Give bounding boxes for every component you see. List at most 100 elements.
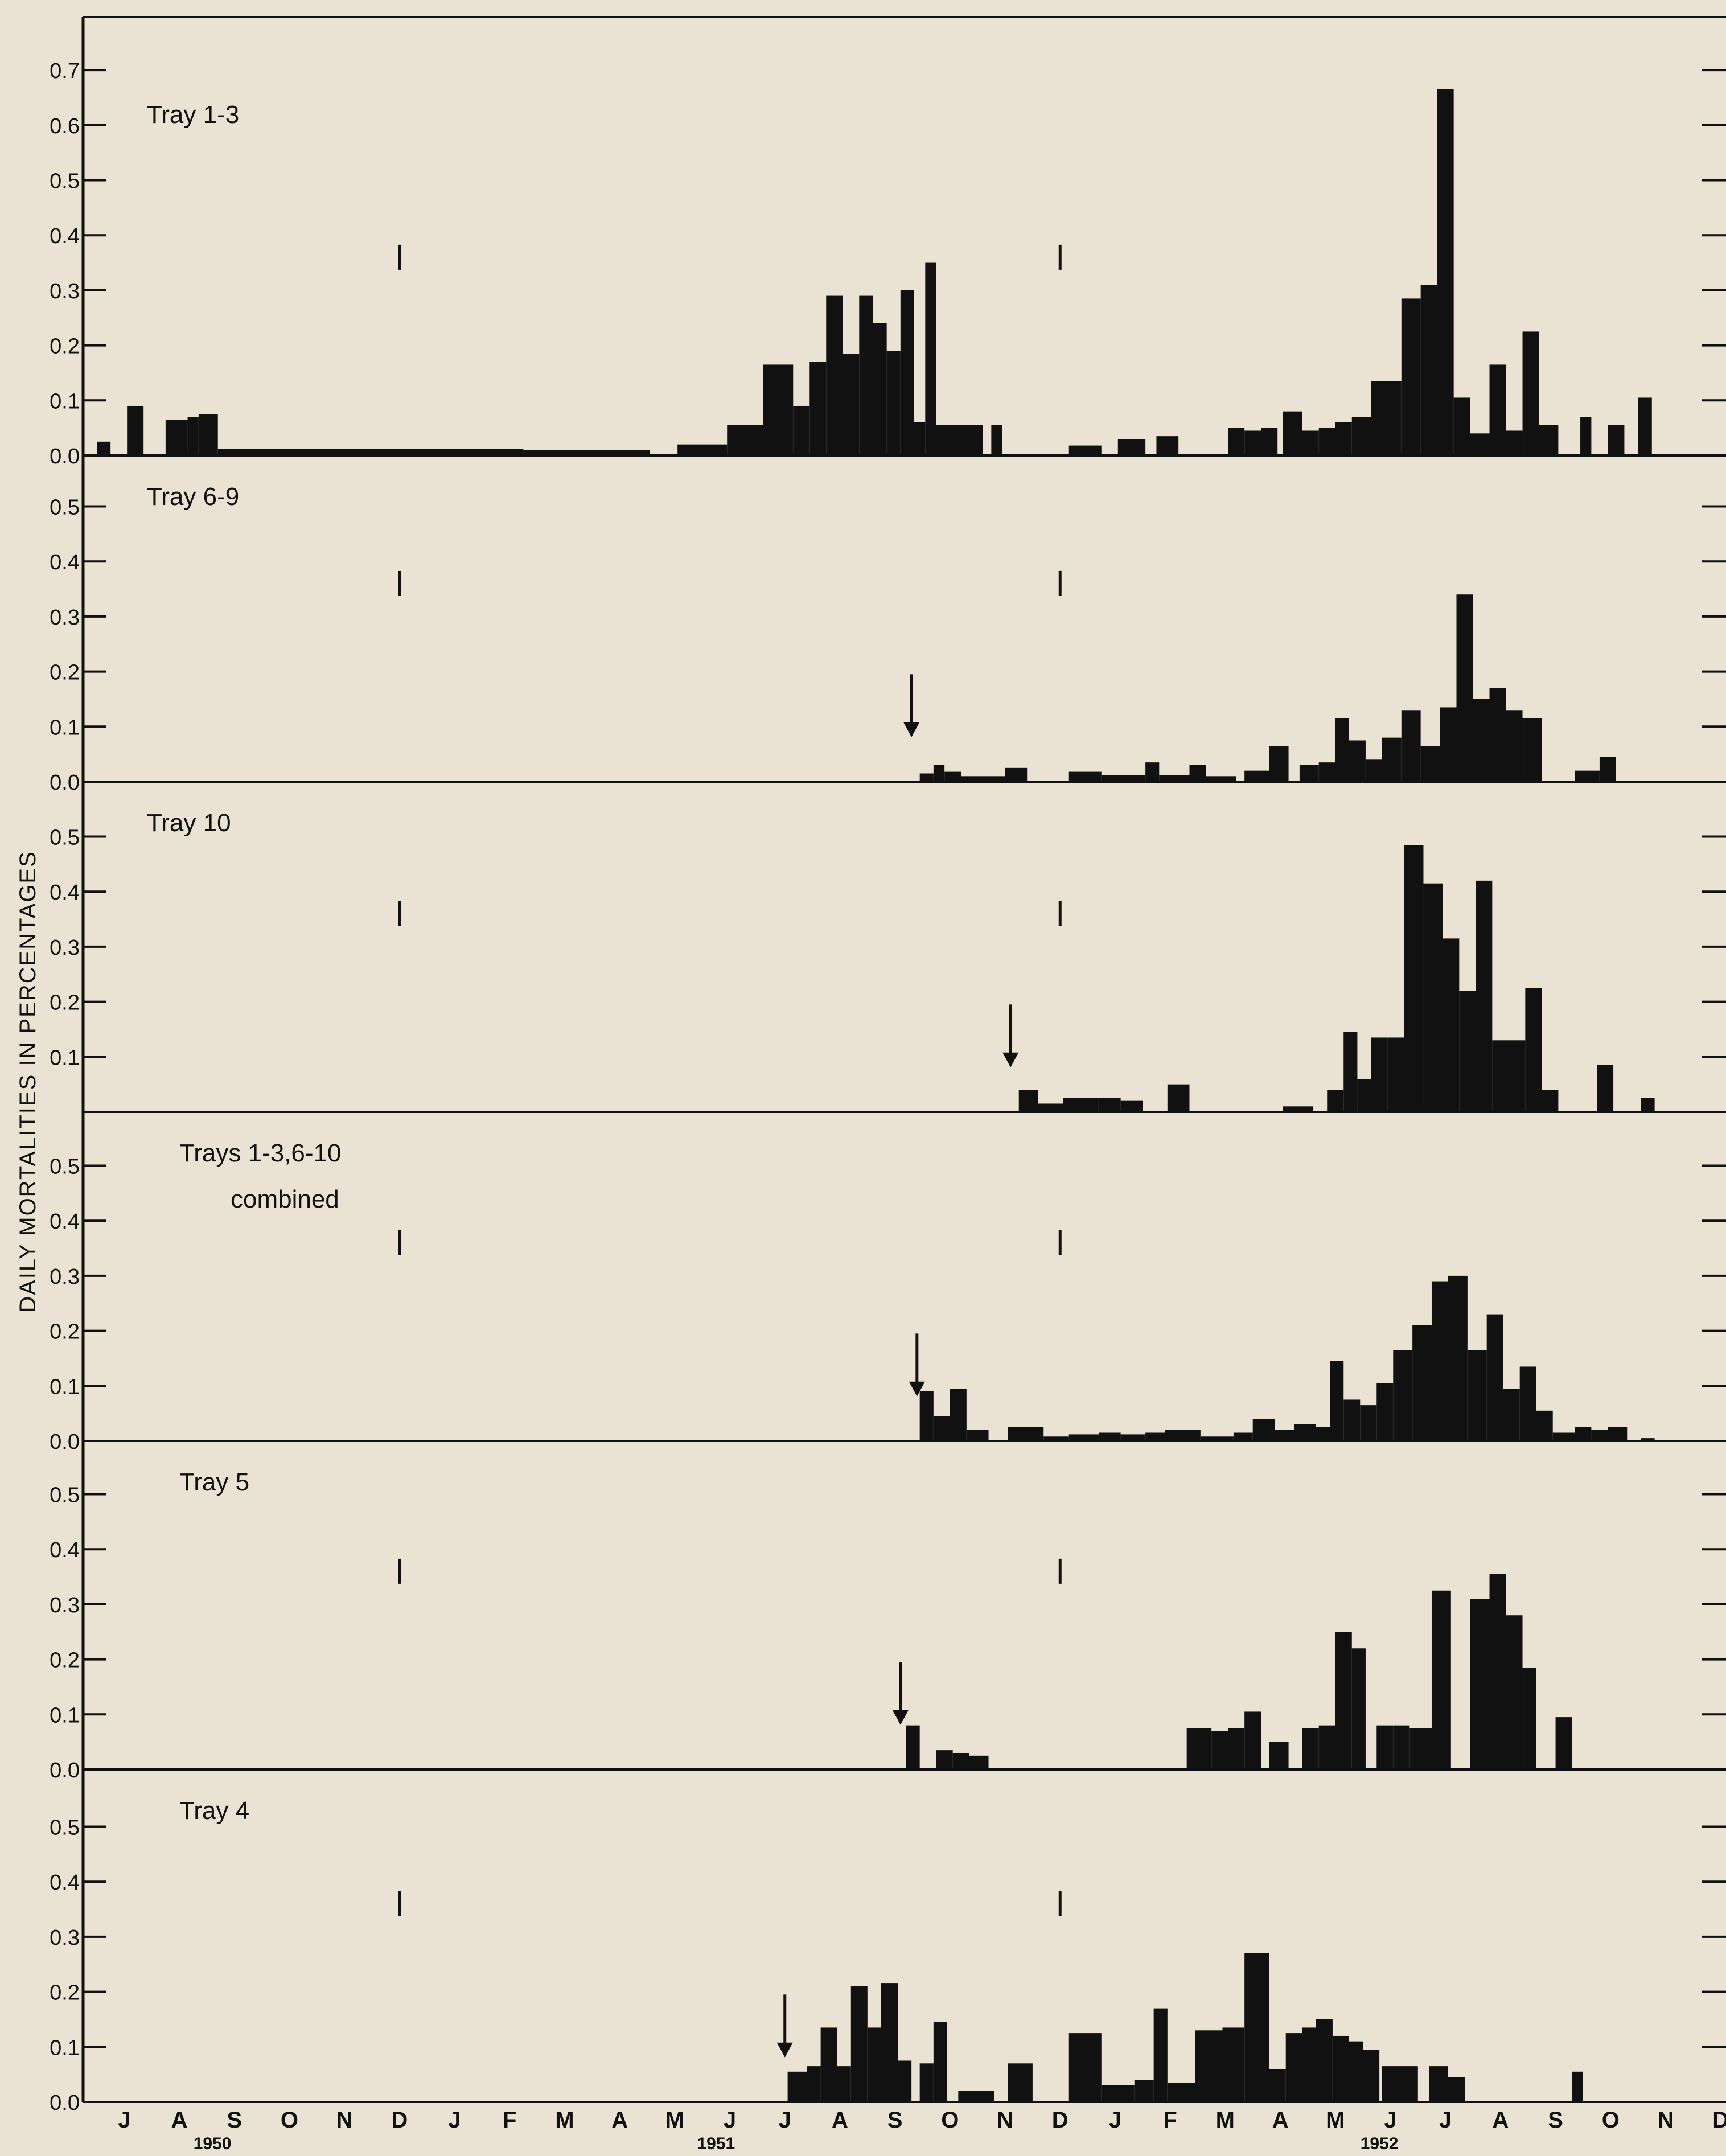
y-tick-label: 0.3 bbox=[50, 606, 80, 630]
bar bbox=[1332, 2035, 1349, 2102]
bar bbox=[1302, 430, 1319, 455]
bar bbox=[1101, 775, 1146, 782]
y-tick-label: 0.4 bbox=[50, 1210, 80, 1234]
bar bbox=[1269, 1742, 1289, 1769]
y-tick-label: 0.4 bbox=[50, 224, 80, 248]
bar bbox=[1443, 938, 1460, 1112]
bar bbox=[1536, 1410, 1553, 1441]
start-arrow bbox=[909, 1333, 925, 1397]
bar bbox=[1393, 1725, 1410, 1769]
bar bbox=[1302, 1728, 1319, 1769]
bar bbox=[97, 441, 111, 455]
y-tick-label: 0.2 bbox=[50, 991, 80, 1015]
bar bbox=[1371, 381, 1402, 455]
y-tick-label: 0.5 bbox=[50, 826, 80, 850]
bar bbox=[952, 1752, 969, 1769]
y-tick-label: 0.5 bbox=[50, 1484, 80, 1508]
bar bbox=[936, 1750, 953, 1769]
bar bbox=[1641, 1098, 1655, 1112]
bar bbox=[1134, 2080, 1154, 2102]
bar bbox=[1349, 2041, 1363, 2102]
bar bbox=[809, 362, 827, 455]
bar bbox=[820, 2027, 837, 2102]
bar bbox=[1506, 710, 1523, 782]
x-tick-label: O bbox=[1602, 2108, 1620, 2133]
bar bbox=[906, 1725, 920, 1769]
panel-title: Tray 10 bbox=[147, 809, 231, 837]
bar bbox=[919, 1391, 934, 1441]
bar bbox=[1371, 1037, 1388, 1112]
bar bbox=[1437, 89, 1454, 455]
bar bbox=[1555, 1717, 1572, 1769]
y-tick-label: 0.0 bbox=[50, 445, 80, 469]
bar bbox=[966, 1430, 989, 1441]
bar bbox=[1159, 775, 1190, 782]
bar bbox=[1431, 1281, 1448, 1441]
bar bbox=[1244, 1711, 1261, 1769]
y-tick-label: 0.4 bbox=[50, 551, 80, 574]
bar bbox=[1572, 2071, 1583, 2102]
bar bbox=[1269, 746, 1289, 782]
bar bbox=[850, 1986, 868, 2102]
x-tick-label: J bbox=[1439, 2108, 1452, 2133]
bar bbox=[826, 295, 843, 455]
bar bbox=[1318, 1725, 1335, 1769]
bar bbox=[1420, 285, 1437, 455]
bar bbox=[1404, 845, 1424, 1112]
bar bbox=[1206, 776, 1236, 782]
y-tick-label: 0.2 bbox=[50, 1649, 80, 1673]
bar bbox=[523, 450, 650, 455]
bar bbox=[1470, 433, 1490, 455]
bar bbox=[1453, 397, 1470, 455]
bar bbox=[1638, 397, 1652, 455]
y-tick-label: 0.3 bbox=[50, 1265, 80, 1289]
bar bbox=[1448, 2077, 1465, 2102]
bar bbox=[1431, 1590, 1451, 1769]
x-tick-label: D bbox=[391, 2108, 408, 2133]
bar bbox=[1522, 1668, 1536, 1769]
bar bbox=[1098, 1432, 1121, 1441]
bar bbox=[1186, 1728, 1212, 1769]
bar bbox=[677, 444, 728, 455]
bar bbox=[1098, 1098, 1121, 1112]
bar bbox=[763, 364, 794, 455]
bar bbox=[1299, 765, 1319, 782]
bar bbox=[1575, 770, 1600, 782]
y-tick-label: 0.1 bbox=[50, 2036, 80, 2060]
bar bbox=[1608, 1427, 1628, 1441]
bar bbox=[1470, 1599, 1490, 1769]
x-tick-label: N bbox=[336, 2108, 353, 2133]
bar bbox=[1233, 1432, 1253, 1441]
bar bbox=[127, 405, 144, 455]
start-arrow bbox=[776, 1994, 793, 2058]
bar bbox=[1473, 699, 1490, 782]
x-tick-label: S bbox=[227, 2108, 242, 2133]
chart-bars bbox=[97, 89, 1655, 2102]
bar bbox=[1068, 445, 1102, 455]
bar bbox=[933, 2022, 948, 2102]
bar bbox=[1376, 1383, 1394, 1441]
y-tick-label: 0.2 bbox=[50, 661, 80, 685]
bar bbox=[1363, 2050, 1380, 2102]
bar bbox=[1522, 331, 1539, 455]
bar bbox=[867, 2027, 881, 2102]
x-tick-label: D bbox=[1052, 2108, 1069, 2133]
bar bbox=[1228, 428, 1245, 455]
start-arrow bbox=[903, 674, 920, 737]
bar bbox=[1145, 762, 1160, 782]
y-tick-label: 0.4 bbox=[50, 881, 80, 905]
bar bbox=[1068, 771, 1102, 782]
bar bbox=[1252, 1419, 1275, 1441]
bar bbox=[1492, 1040, 1509, 1112]
bar bbox=[198, 414, 218, 455]
y-tick-label: 0.4 bbox=[50, 1538, 80, 1562]
bar bbox=[1167, 1084, 1190, 1112]
y-tick-label: 0.5 bbox=[50, 496, 80, 520]
bar bbox=[1283, 411, 1302, 455]
bar bbox=[1489, 364, 1506, 455]
bar bbox=[1145, 1432, 1165, 1441]
bar bbox=[1335, 422, 1352, 455]
bar bbox=[1120, 1434, 1146, 1441]
bar bbox=[1008, 1427, 1044, 1441]
